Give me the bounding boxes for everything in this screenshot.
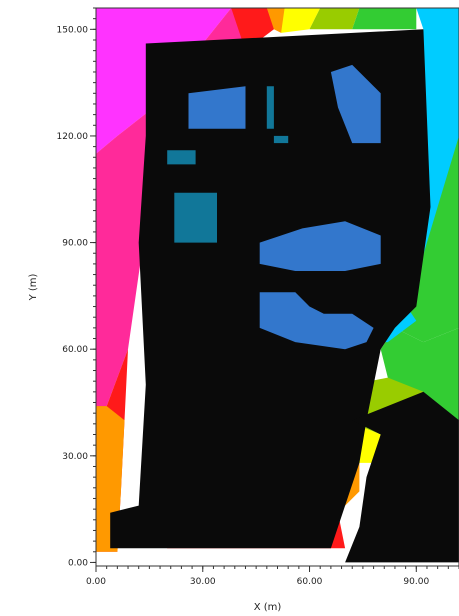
y-tick-label: 0.00 <box>68 558 88 568</box>
obstacle-region-1 <box>345 391 459 563</box>
heatmap-region-green-11 <box>380 327 459 421</box>
overlay-region-blue-3 <box>259 292 374 350</box>
overlay-region-blue-1 <box>330 64 381 144</box>
heatmap-region-green-10 <box>380 135 459 343</box>
y-tick-label: 30.00 <box>62 452 88 462</box>
overlay-region-teal-4 <box>266 86 274 129</box>
heatmap-region-green-8 <box>352 8 417 30</box>
overlay-region-blue-0 <box>188 86 246 129</box>
y-tick-label: 150.00 <box>57 25 89 35</box>
heatmap-region-yellowgreen-7 <box>309 8 360 30</box>
obstacle-region-2 <box>416 399 445 435</box>
y-tick-label: 120.00 <box>57 132 89 142</box>
heatmap-region-yellow-6 <box>281 8 321 33</box>
x-tick-label: 90.00 <box>403 577 429 587</box>
x-axis-label: X (m) <box>254 602 282 613</box>
overlay-region-blue-2 <box>259 221 381 271</box>
overlay-region-teal-6 <box>167 150 196 165</box>
y-tick-label: 90.00 <box>62 239 88 249</box>
x-tick-label: 60.00 <box>297 577 323 587</box>
x-tick-label: 30.00 <box>190 577 216 587</box>
axes: 0.00 30.00 60.00 90.00 0.00 30.00 60.00 90.00 12… <box>57 7 459 587</box>
y-tick-label: 60.00 <box>62 345 88 355</box>
x-tick-label: 0.00 <box>86 577 106 587</box>
y-axis-label: Y (m) <box>28 273 39 301</box>
overlay-region-teal-5 <box>273 135 289 144</box>
plot-area <box>96 8 459 563</box>
overlay-region-teal-7 <box>174 192 217 243</box>
